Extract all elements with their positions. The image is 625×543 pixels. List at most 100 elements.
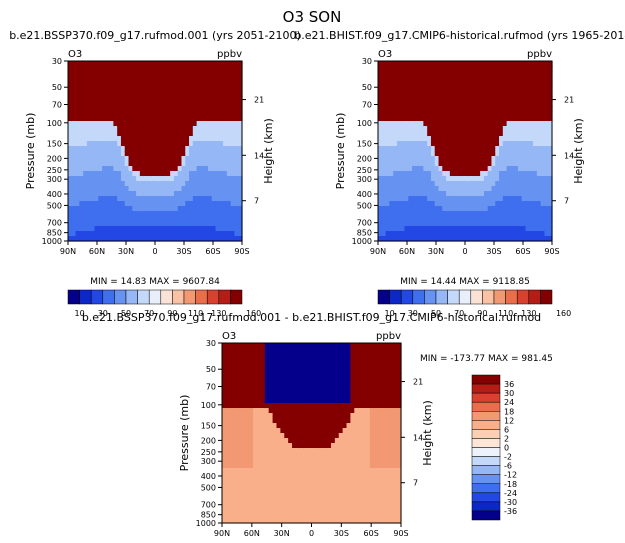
heatmap-cell — [499, 121, 504, 127]
heatmap-cell — [423, 201, 428, 207]
heatmap-cell — [393, 86, 398, 92]
heatmap-cell — [128, 201, 133, 207]
heatmap-cell — [315, 458, 320, 464]
heatmap-cell — [533, 196, 538, 202]
heatmap-cell — [319, 398, 324, 404]
heatmap-cell — [155, 61, 160, 67]
heatmap-cell — [480, 121, 485, 127]
heatmap-cell — [415, 66, 421, 72]
heatmap-cell — [510, 206, 515, 212]
y2-tick-label: 21 — [564, 96, 574, 105]
heatmap-cell — [442, 181, 447, 187]
heatmap-cell — [237, 518, 243, 524]
heatmap-cell — [499, 201, 504, 207]
heatmap-cell — [430, 196, 436, 202]
heatmap-cell — [113, 211, 118, 217]
heatmap-cell — [147, 216, 152, 222]
heatmap-cell — [238, 196, 243, 202]
heatmap-cell — [487, 76, 493, 82]
heatmap-cell — [468, 116, 474, 122]
heatmap-cell — [457, 181, 462, 187]
heatmap-cell — [544, 96, 549, 102]
heatmap-cell — [120, 161, 126, 167]
heatmap-cell — [166, 76, 171, 82]
heatmap-cell — [510, 226, 515, 232]
heatmap-cell — [68, 231, 73, 237]
heatmap-cell — [510, 121, 515, 127]
heatmap-cell — [200, 111, 205, 117]
heatmap-cell — [233, 438, 239, 444]
heatmap-cell — [311, 488, 316, 494]
heatmap-cell — [173, 91, 179, 97]
heatmap-cell — [533, 206, 538, 212]
heatmap-cell — [303, 493, 309, 499]
heatmap-cell — [465, 146, 470, 152]
heatmap-cell — [280, 438, 285, 444]
heatmap-cell — [264, 363, 270, 369]
colorbar-swatch — [114, 289, 127, 305]
heatmap-cell — [365, 453, 371, 459]
heatmap-cell — [517, 96, 523, 102]
heatmap-cell — [393, 206, 398, 212]
heatmap-cell — [124, 166, 130, 172]
heatmap-cell — [139, 96, 145, 102]
heatmap-cell — [249, 438, 254, 444]
heatmap-cell — [404, 151, 409, 157]
heatmap-cell — [292, 398, 297, 404]
heatmap-cell — [517, 66, 523, 72]
heatmap-cell — [260, 413, 266, 419]
heatmap-cell — [200, 61, 205, 67]
heatmap-cell — [468, 131, 474, 137]
heatmap-cell — [226, 211, 232, 217]
heatmap-cell — [495, 221, 500, 227]
heatmap-cell — [71, 206, 77, 212]
heatmap-cell — [350, 343, 355, 349]
heatmap-cell — [334, 478, 340, 484]
colorbar-label: 30 — [408, 309, 418, 318]
heatmap-cell — [514, 211, 519, 217]
heatmap-cell — [373, 408, 379, 414]
heatmap-cell — [350, 453, 355, 459]
heatmap-cell — [381, 418, 387, 424]
heatmap-cell — [75, 101, 80, 107]
x-tick-label: 90S — [544, 247, 559, 256]
heatmap-cell — [483, 206, 489, 212]
heatmap-cell — [245, 373, 250, 379]
heatmap-cell — [222, 388, 227, 394]
heatmap-cell — [86, 166, 92, 172]
heatmap-cell — [338, 348, 344, 354]
heatmap-cell — [396, 106, 402, 112]
heatmap-cell — [181, 111, 186, 117]
heatmap-cell — [102, 81, 107, 87]
heatmap-cell — [200, 221, 205, 227]
heatmap-cell — [284, 468, 289, 474]
heatmap-cell — [226, 186, 232, 192]
heatmap-cell — [480, 156, 485, 162]
heatmap-cell — [120, 191, 126, 197]
heatmap-cell — [483, 116, 489, 122]
heatmap-cell — [514, 76, 519, 82]
heatmap-cell — [480, 141, 485, 147]
heatmap-cell — [192, 146, 198, 152]
heatmap-cell — [495, 141, 500, 147]
heatmap-cell — [499, 91, 504, 97]
heatmap-cell — [544, 131, 549, 137]
heatmap-cell — [268, 518, 274, 524]
heatmap-cell — [330, 428, 336, 434]
heatmap-cell — [155, 106, 160, 112]
heatmap-cell — [147, 116, 152, 122]
heatmap-cell — [453, 111, 459, 117]
heatmap-cell — [319, 363, 324, 369]
heatmap-cell — [514, 141, 519, 147]
heatmap-cell — [105, 171, 111, 177]
heatmap-cell — [389, 191, 394, 197]
colorbar-label: 70 — [144, 309, 154, 318]
heatmap-cell — [457, 206, 462, 212]
heatmap-cell — [385, 161, 390, 167]
heatmap-cell — [350, 398, 355, 404]
heatmap-cell — [102, 131, 107, 137]
heatmap-cell — [307, 453, 313, 459]
heatmap-cell — [404, 136, 409, 142]
